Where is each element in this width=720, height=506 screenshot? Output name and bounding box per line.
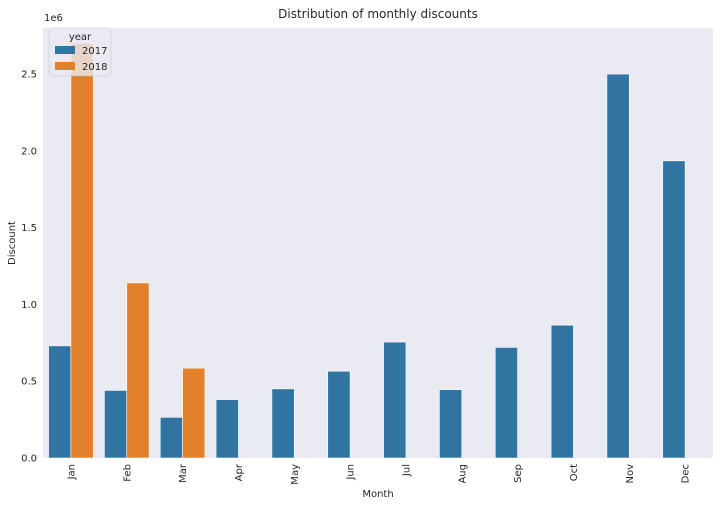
y-tick-label: 0.0 xyxy=(21,454,37,465)
x-tick-label: Aug xyxy=(457,464,468,484)
bar-2017-May xyxy=(271,388,295,459)
legend-label-2018: 2018 xyxy=(82,62,107,73)
x-tick-label: Nov xyxy=(625,464,636,484)
y-tick-label: 1.0 xyxy=(21,300,37,311)
x-tick-label: Feb xyxy=(122,464,133,482)
y-offset-label: 1e6 xyxy=(44,13,63,24)
x-tick-label: May xyxy=(290,464,301,485)
bar-2017-Jul xyxy=(383,341,407,459)
bar-2017-Apr xyxy=(215,399,239,459)
x-tick-label: Jun xyxy=(346,464,357,481)
y-tick-label: 2.0 xyxy=(21,146,37,157)
y-tick-label: 1.5 xyxy=(21,223,37,234)
bar-2017-Mar xyxy=(159,417,183,459)
bar-2018-Mar xyxy=(182,367,206,459)
legend-title: year xyxy=(69,32,92,43)
legend-swatch-2017 xyxy=(55,46,75,54)
bar-2017-Oct xyxy=(550,324,574,459)
x-tick-label: Oct xyxy=(569,464,580,481)
y-tick-label: 2.5 xyxy=(21,70,37,81)
bar-2017-Sep xyxy=(494,347,518,459)
legend-label-2017: 2017 xyxy=(82,46,107,57)
plot-background xyxy=(43,28,713,458)
x-ticks: Jan Feb Mar Apr May Jun Jul Aug Sep Oct Nov Dec xyxy=(66,463,691,485)
x-tick-label: Mar xyxy=(178,463,189,483)
bar-2017-Jan xyxy=(48,345,72,459)
bars xyxy=(48,43,686,459)
x-tick-label: Apr xyxy=(234,463,245,481)
x-tick-label: Jan xyxy=(66,464,77,480)
bar-2017-Aug xyxy=(439,389,463,459)
x-axis-label: Month xyxy=(362,489,393,500)
chart-title: Distribution of monthly discounts xyxy=(278,7,478,21)
x-tick-label: Jul xyxy=(401,464,412,477)
bar-2017-Nov xyxy=(606,73,630,459)
bar-2018-Jan xyxy=(70,43,94,459)
y-tick-label: 0.5 xyxy=(21,377,37,388)
y-ticks: 0.0 0.5 1.0 1.5 2.0 2.5 xyxy=(21,70,37,465)
legend-entries: 2017 2018 xyxy=(55,46,107,73)
bar-2018-Feb xyxy=(126,282,150,459)
x-tick-label: Dec xyxy=(681,464,692,483)
x-tick-label: Sep xyxy=(513,464,524,483)
bar-2017-Feb xyxy=(104,390,128,459)
y-axis-label: Discount xyxy=(7,221,18,265)
legend-swatch-2018 xyxy=(55,62,75,70)
bar-2017-Dec xyxy=(662,160,686,459)
legend: year 2017 2018 xyxy=(48,27,112,77)
bar-2017-Jun xyxy=(327,370,351,459)
